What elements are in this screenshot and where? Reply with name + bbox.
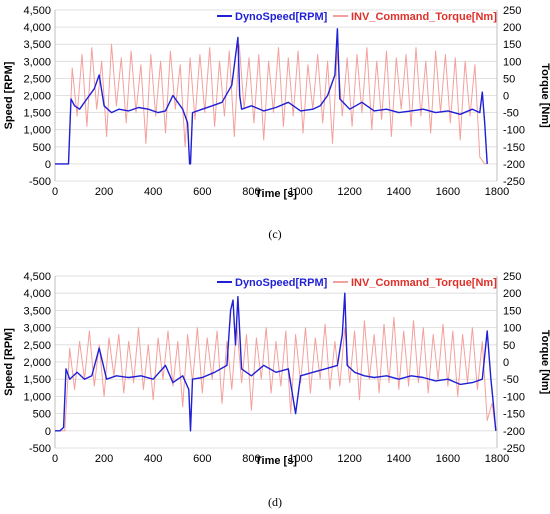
y-right-tick-label: 50 — [503, 340, 515, 352]
y-left-tick-label: 4,500 — [23, 5, 51, 17]
y-left-tick-label: 1,500 — [23, 108, 51, 120]
y-left-tick-label: 4,500 — [23, 271, 51, 283]
y-right-axis-label: Torque [Nm] — [539, 330, 550, 395]
y-left-axis-label: Speed [RPM] — [3, 328, 15, 396]
y-left-tick-label: 3,500 — [23, 305, 51, 317]
panel-label: (d) — [268, 495, 282, 509]
x-tick-label: 800 — [242, 186, 260, 198]
x-tick-label: 0 — [52, 453, 58, 465]
x-tick-label: 200 — [95, 453, 113, 465]
y-left-tick-label: 4,000 — [23, 22, 51, 34]
y-left-tick-label: 0 — [45, 426, 51, 438]
y-right-tick-label: 200 — [503, 22, 521, 34]
y-right-tick-label: 250 — [503, 271, 521, 283]
x-tick-label: 1800 — [485, 186, 509, 198]
x-tick-label: 400 — [144, 186, 162, 198]
chart-panel-c: -50005001,0001,5002,0002,5003,0003,5004,… — [3, 5, 550, 241]
y-right-tick-label: -100 — [503, 391, 525, 403]
y-left-tick-label: 500 — [33, 142, 51, 154]
y-right-tick-label: 150 — [503, 39, 521, 51]
series-line-inv-torque — [55, 316, 497, 432]
y-right-tick-label: 0 — [503, 357, 509, 369]
x-tick-label: 600 — [193, 186, 211, 198]
x-axis-label: Time [s] — [255, 455, 297, 467]
y-right-tick-label: 50 — [503, 73, 515, 85]
x-tick-label: 0 — [52, 186, 58, 198]
series-line-inv-torque — [55, 43, 488, 165]
y-right-tick-label: 100 — [503, 323, 521, 335]
y-right-tick-label: -150 — [503, 142, 525, 154]
y-right-tick-label: 0 — [503, 91, 509, 103]
y-left-axis-label: Speed [RPM] — [3, 61, 15, 129]
y-right-tick-label: -250 — [503, 443, 525, 455]
y-left-tick-label: 2,000 — [23, 91, 51, 103]
y-right-tick-label: -200 — [503, 426, 525, 438]
series-line-dyno-speed — [55, 28, 488, 165]
x-tick-label: 200 — [95, 186, 113, 198]
y-left-tick-label: 3,000 — [23, 56, 51, 68]
y-right-tick-label: -150 — [503, 409, 525, 421]
panel-label: (c) — [268, 227, 281, 241]
legend-label-inv-torque: INV_Command_Torque[Nm] — [351, 277, 497, 289]
y-left-tick-label: 1,500 — [23, 374, 51, 386]
y-left-tick-label: 4,000 — [23, 288, 51, 300]
legend-label-dyno-speed: DynoSpeed[RPM] — [235, 277, 328, 289]
x-tick-label: 1200 — [337, 186, 361, 198]
series-line-dyno-speed — [55, 292, 497, 432]
x-tick-label: 600 — [193, 453, 211, 465]
x-tick-label: 1200 — [337, 453, 361, 465]
x-tick-label: 1400 — [387, 186, 411, 198]
y-left-tick-label: 2,500 — [23, 73, 51, 85]
y-left-tick-label: 2,000 — [23, 357, 51, 369]
y-right-tick-label: 250 — [503, 5, 521, 17]
legend-label-dyno-speed: DynoSpeed[RPM] — [235, 11, 328, 23]
y-left-tick-label: -500 — [29, 443, 51, 455]
y-left-tick-label: 3,000 — [23, 323, 51, 335]
legend-label-inv-torque: INV_Command_Torque[Nm] — [351, 11, 497, 23]
x-tick-label: 1000 — [288, 186, 312, 198]
x-axis-label: Time [s] — [255, 188, 297, 200]
y-right-tick-label: -100 — [503, 125, 525, 137]
y-right-tick-label: -200 — [503, 159, 525, 171]
y-right-tick-label: -250 — [503, 176, 525, 188]
x-tick-label: 1000 — [288, 453, 312, 465]
y-left-tick-label: 500 — [33, 409, 51, 421]
y-right-tick-label: -50 — [503, 374, 519, 386]
x-tick-label: 800 — [242, 453, 260, 465]
y-left-tick-label: 0 — [45, 159, 51, 171]
y-right-axis-label: Torque [Nm] — [539, 63, 550, 128]
y-left-tick-label: -500 — [29, 176, 51, 188]
y-left-tick-label: 1,000 — [23, 125, 51, 137]
y-left-tick-label: 3,500 — [23, 39, 51, 51]
x-tick-label: 1400 — [387, 453, 411, 465]
y-right-tick-label: -50 — [503, 108, 519, 120]
x-tick-label: 1600 — [436, 186, 460, 198]
y-left-tick-label: 2,500 — [23, 340, 51, 352]
x-tick-label: 1600 — [436, 453, 460, 465]
y-right-tick-label: 150 — [503, 305, 521, 317]
x-tick-label: 1800 — [485, 453, 509, 465]
x-tick-label: 400 — [144, 453, 162, 465]
y-right-tick-label: 100 — [503, 56, 521, 68]
y-right-tick-label: 200 — [503, 288, 521, 300]
chart-panel-d: -50005001,0001,5002,0002,5003,0003,5004,… — [3, 271, 550, 509]
y-left-tick-label: 1,000 — [23, 391, 51, 403]
